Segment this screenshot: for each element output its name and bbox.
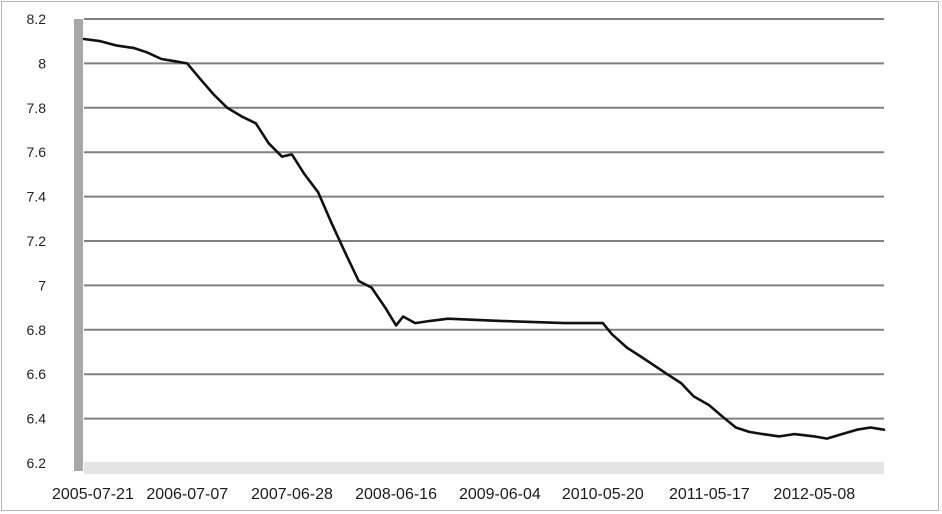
y-tick-labels: 8.2 8 7.8 7.6 7.4 7.2 7 6.8 6.6 6.4 6.2 [27,11,47,471]
grid-lines [84,18,884,420]
x-tick-label: 2009-06-04 [459,486,541,503]
y-tick-label: 7.2 [27,233,47,249]
y-tick-label: 8.2 [27,11,47,27]
y-axis-bar [74,19,83,471]
series-line [82,37,886,440]
series-lines [82,37,886,440]
x-tick-label: 2010-05-20 [562,486,644,503]
y-tick-label: 6.6 [27,366,47,382]
y-tick-label: 6.8 [27,322,47,338]
x-tick-labels: 2005-07-21 2006-07-07 2007-06-28 2008-06-16… [52,486,855,503]
y-tick-label: 7 [38,277,46,293]
x-tick-label: 2006-07-07 [146,486,228,503]
y-tick-label: 7.6 [27,144,47,160]
y-tick-label: 8 [38,55,46,71]
y-tick-label: 7.8 [27,100,47,116]
y-tick-label: 7.4 [27,189,47,205]
x-tick-label: 2007-06-28 [251,486,333,503]
x-tick-label: 2012-05-08 [773,486,855,503]
x-axis-bar [84,462,884,474]
x-tick-label: 2011-05-17 [669,486,750,503]
y-tick-label: 6.4 [27,411,47,427]
y-tick-label: 6.2 [27,455,47,471]
x-tick-label: 2005-07-21 [52,486,134,503]
x-tick-label: 2008-06-16 [355,486,437,503]
